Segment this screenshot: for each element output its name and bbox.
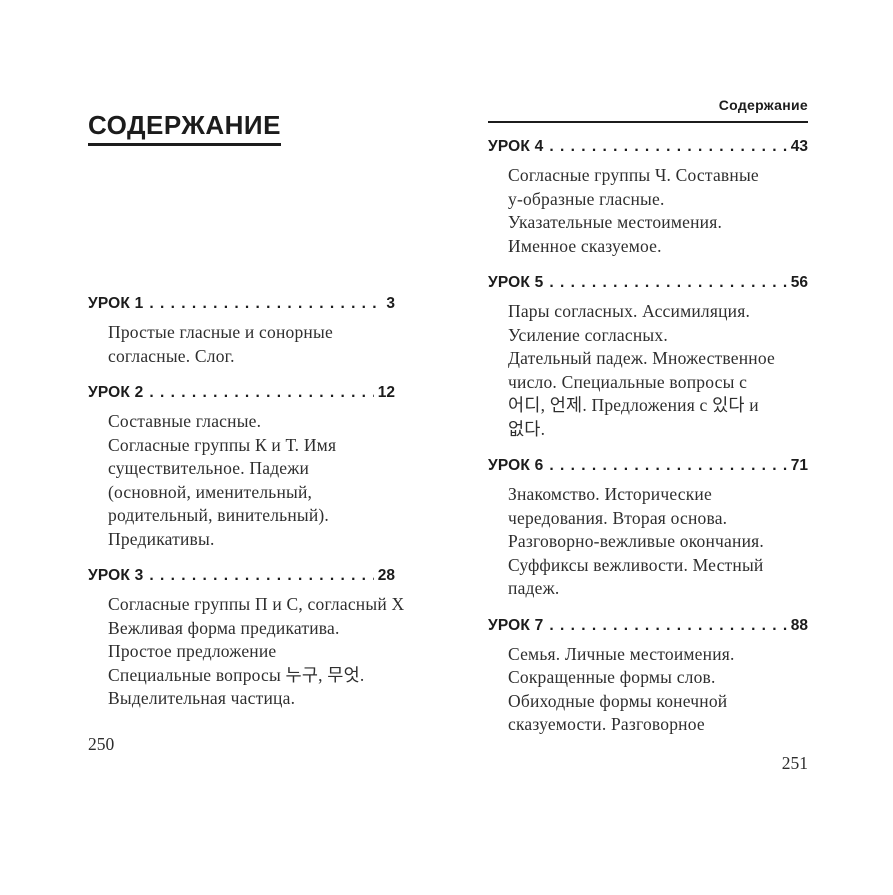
lesson-description-line: Суффиксы вежливости. Местный (508, 554, 764, 575)
lesson-description-line: Усиление согласных. (508, 324, 668, 345)
lesson-description-line: Сокращенные формы слов. (508, 667, 716, 687)
lesson-description-line: существительное. Падежи (108, 458, 310, 478)
lesson-page-number: 71 (790, 457, 808, 474)
lesson-description-line: Разговорно-вежливые окончания. (508, 531, 764, 551)
lesson-description-line: Вежливая форма предикатива. (108, 617, 340, 638)
lesson-description: Согласные группы П и С, согласный Х Вежли… (88, 593, 405, 711)
toc-entry-heading: УРОК 4 43 (488, 136, 808, 157)
lesson-description-line: Дательный падеж. Множественное (508, 348, 775, 368)
lesson-label: УРОК 7 (488, 616, 544, 634)
lesson-description-line: Составные гласные. (108, 411, 262, 431)
lesson-page-number: 3 (386, 295, 395, 312)
running-header-text: Содержание (718, 97, 808, 113)
dot-leader (549, 455, 786, 476)
lesson-description-line: Согласные группы Ч. Составные (508, 165, 759, 185)
lesson-description-line: (основной, именительный, (108, 481, 313, 502)
toc-entry-heading: УРОК 2 12 (88, 382, 395, 403)
lesson-label: УРОК 3 (88, 567, 144, 584)
lesson-label: УРОК 1 (88, 295, 144, 312)
toc-entry-heading: УРОК 3 28 (88, 565, 395, 586)
lesson-description: Знакомство. Исторические чередования. Вто… (488, 483, 808, 601)
right-page: Содержание УРОК 4 43 Согласные группы Ч.… (488, 0, 808, 774)
lesson-page-number: 88 (790, 616, 808, 634)
toc-entry: УРОК 7 88 Семья. Личные местоимения. Сокр… (488, 615, 808, 737)
right-page-entries: УРОК 4 43 Согласные группы Ч. Составные у… (488, 136, 808, 737)
lesson-description-line: чередования. Вторая основа. (508, 507, 728, 528)
toc-entry: УРОК 5 56 Пары согласных. Ассимиляция. Ус… (488, 272, 808, 441)
left-page: СОДЕРЖАНИЕ УРОК 1 3 Простые гласные и со… (88, 0, 405, 755)
dot-leader (549, 272, 786, 293)
lesson-description-line: 어디, 언제. Предложения с 있다 и (508, 395, 759, 415)
lesson-description: Составные гласные. Согласные группы К и Т… (88, 410, 395, 551)
lesson-description-line: у-образные гласные. (508, 188, 665, 209)
lesson-label: УРОК 2 (88, 384, 144, 401)
lesson-description-line: Именное сказуемое. (508, 235, 662, 256)
lesson-description-line: Пары согласных. Ассимиляция. (508, 301, 751, 321)
toc-entry: УРОК 3 28 Согласные группы П и С, соглас… (88, 565, 405, 711)
lesson-description-line: Обиходные формы конечной (508, 690, 728, 711)
lesson-description-line: падеж. (508, 578, 560, 598)
lesson-description-line: число. Специальные вопросы с (508, 371, 748, 392)
lesson-description: Простые гласные и сонорные согласные. Сло… (88, 321, 395, 368)
lesson-description-line: Простое предложение (108, 641, 277, 661)
lesson-page-number: 28 (377, 567, 395, 584)
lesson-description-line: Предикативы. (108, 528, 215, 549)
lesson-description-line: Простые гласные и сонорные (108, 322, 333, 342)
toc-entry-heading: УРОК 7 88 (488, 615, 808, 636)
right-page-folio: 251 (781, 752, 808, 773)
lesson-description-line: родительный, винительный). (108, 505, 330, 525)
lesson-description-line: Согласные группы К и Т. Имя (108, 434, 337, 455)
lesson-label: УРОК 4 (488, 138, 544, 155)
toc-entry-heading: УРОК 6 71 (488, 455, 808, 476)
lesson-description: Пары согласных. Ассимиляция. Усиление сог… (488, 300, 808, 441)
left-page-folio: 250 (88, 733, 115, 754)
dot-leader (149, 293, 382, 314)
lesson-label: УРОК 6 (488, 457, 544, 474)
lesson-description-line: Согласные группы П и С, согласный Х (108, 594, 405, 614)
lesson-description-line: сказуемости. Разговорное (508, 714, 705, 734)
dot-leader (149, 565, 373, 586)
running-header: Содержание (488, 97, 808, 123)
toc-title: СОДЕРЖАНИЕ (88, 110, 395, 146)
lesson-page-number: 12 (377, 384, 395, 401)
lesson-description: Согласные группы Ч. Составные у-образные … (488, 164, 808, 258)
lesson-description-line: Знакомство. Исторические (508, 484, 712, 504)
dot-leader (549, 136, 786, 157)
dot-leader (149, 382, 373, 403)
lesson-label: УРОК 5 (488, 274, 544, 291)
toc-entry: УРОК 4 43 Согласные группы Ч. Составные у… (488, 136, 808, 258)
lesson-description-line: Выделительная частица. (108, 688, 296, 708)
dot-leader (549, 615, 786, 636)
toc-entry: УРОК 2 12 Составные гласные. Согласные гр… (88, 382, 395, 551)
lesson-description-line: Указательные местоимения. (508, 212, 723, 232)
left-page-entries: УРОК 1 3 Простые гласные и сонорные согла… (88, 293, 405, 711)
toc-title-text: СОДЕРЖАНИЕ (88, 110, 281, 146)
lesson-description-line: согласные. Слог. (108, 345, 235, 366)
toc-entry: УРОК 6 71 Знакомство. Исторические чередо… (488, 455, 808, 601)
lesson-description-line: Специальные вопросы 누구, 무엇. (108, 664, 365, 685)
lesson-description: Семья. Личные местоимения. Сокращенные фо… (488, 643, 808, 737)
lesson-page-number: 56 (790, 274, 808, 291)
lesson-page-number: 43 (790, 138, 808, 155)
toc-entry-heading: УРОК 1 3 (88, 293, 395, 314)
lesson-description-line: 없다. (508, 418, 546, 439)
toc-entry: УРОК 1 3 Простые гласные и сонорные согла… (88, 293, 395, 368)
lesson-description-line: Семья. Личные местоимения. (508, 643, 735, 664)
toc-entry-heading: УРОК 5 56 (488, 272, 808, 293)
